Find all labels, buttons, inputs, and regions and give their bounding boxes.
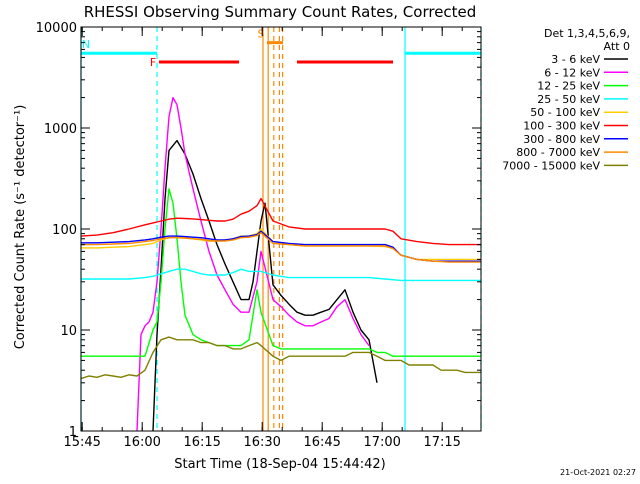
legend-label-6: 300 - 800 keV (523, 133, 600, 146)
legend-label-0: 3 - 6 keV (551, 53, 600, 66)
x-axis-label: Start Time (18-Sep-04 15:44:42) (174, 457, 385, 472)
annotation-label-2: F (150, 56, 156, 69)
x-tick-label-5: 17:00 (363, 435, 400, 450)
x-tick-label-0: 15:45 (63, 435, 100, 450)
axes: 1 10 100 1000 10000 15:45 16:00 16:15 16:30 16:45… (36, 21, 482, 450)
x-tick-label-2: 16:15 (183, 435, 220, 450)
series-line-5 (80, 197, 481, 246)
x-tick-label-6: 17:15 (423, 435, 460, 450)
series-line-2 (81, 188, 481, 357)
legend-label-7: 800 - 7000 keV (516, 146, 600, 159)
footer-date: 21-Oct-2021 02:27 (560, 468, 636, 477)
series-layer (80, 96, 481, 432)
legend-label-5: 100 - 300 keV (523, 120, 600, 133)
legend-label-3: 25 - 50 keV (537, 93, 600, 106)
y-tick-label-1: 10 (60, 324, 77, 339)
legend-label-4: 50 - 100 keV (530, 106, 600, 119)
x-tick-label-1: 16:00 (123, 435, 160, 450)
legend-header-line-2: Att 0 (604, 40, 630, 53)
y-axis-label: Corrected Count Rate (s⁻¹ detector⁻¹) (13, 105, 28, 350)
annotation-label-0: N (82, 38, 90, 51)
legend-label-8: 7000 - 15000 keV (502, 159, 600, 172)
annotation-bars: N F S (81, 28, 481, 69)
vertical-markers (80, 27, 482, 431)
plot-frame (80, 26, 482, 432)
x-tick-label-4: 16:45 (303, 435, 340, 450)
x-tick-label-3: 16:30 (243, 435, 280, 450)
y-tick-label-3: 1000 (44, 122, 77, 137)
series-line-8 (80, 336, 481, 380)
series-line-0 (152, 139, 378, 432)
chart-title: RHESSI Observing Summary Count Rates, Co… (84, 3, 477, 21)
y-tick-label-2: 100 (52, 223, 77, 238)
series-line-3 (81, 268, 481, 282)
y-tick-label-0: 1 (69, 425, 77, 440)
annotation-label-4: S (258, 28, 265, 41)
legend-label-2: 12 - 25 keV (537, 80, 600, 93)
legend-header-line-1: Det 1,3,4,5,6,9, (544, 27, 630, 40)
series-line-6 (81, 230, 481, 262)
legend-label-1: 6 - 12 keV (544, 66, 600, 79)
y-tick-label-4: 10000 (36, 21, 77, 36)
series-line-7 (81, 231, 481, 263)
